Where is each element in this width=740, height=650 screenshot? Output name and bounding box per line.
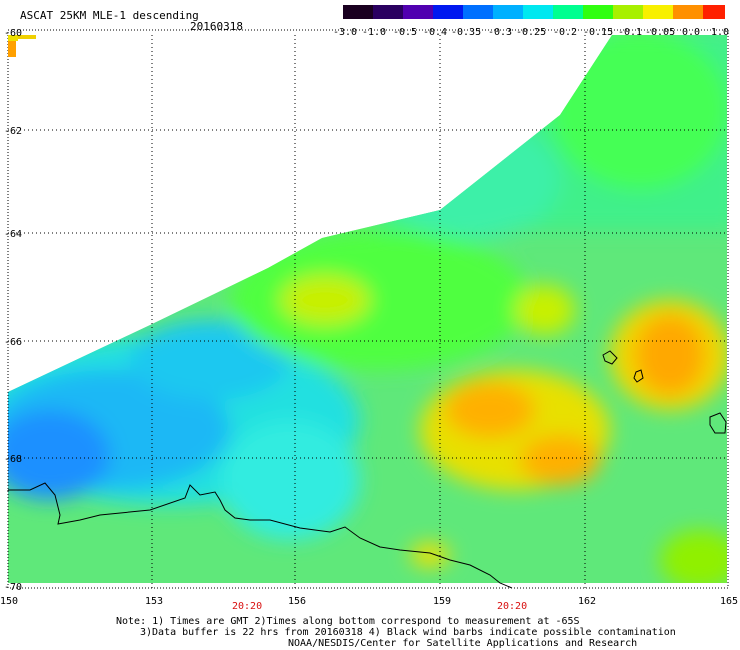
colorbar-label: -0.5	[393, 27, 417, 38]
plot-frame	[7, 29, 729, 589]
time-label: 20:20	[232, 601, 262, 612]
lat-label: -70	[4, 582, 22, 593]
lat-label: -68	[4, 454, 22, 465]
time-labels: 20:20 20:20	[232, 601, 527, 612]
colorbar-label: 1.0	[711, 27, 729, 38]
lat-label: -62	[4, 126, 22, 137]
time-label: 20:20	[497, 601, 527, 612]
lat-lon-grid	[8, 35, 728, 588]
footer-note-3: NOAA/NESDIS/Center for Satellite Applica…	[288, 638, 638, 649]
lon-label: 156	[288, 596, 306, 607]
colorbar-label: -0.2	[553, 27, 577, 38]
colorbar-label: -0.4	[423, 27, 447, 38]
colorbar-label: -0.3	[488, 27, 512, 38]
lon-label: 162	[578, 596, 596, 607]
colorbar-swatches	[343, 5, 725, 19]
map-title: ASCAT 25KM MLE-1 descending	[20, 9, 199, 22]
colorbar-label: -0.35	[451, 27, 481, 38]
colorbar-label: -3.0	[333, 27, 357, 38]
lon-label: 153	[145, 596, 163, 607]
map-date: 20160318	[190, 20, 243, 33]
colorbar-label: 0.0	[682, 27, 700, 38]
colorbar-label: -0.1	[618, 27, 642, 38]
longitude-labels: 150 153 156 159 162 165	[0, 596, 738, 607]
lat-label: -66	[4, 337, 22, 348]
corner-data-pixels	[8, 35, 36, 57]
footer-note-1: Note: 1) Times are GMT 2)Times along bot…	[116, 616, 580, 627]
colorbar-label: -1.0	[362, 27, 386, 38]
colorbar-label: -0.25	[516, 27, 546, 38]
lat-label: -60	[4, 28, 22, 39]
lon-label: 165	[720, 596, 738, 607]
lon-label: 150	[0, 596, 18, 607]
coastline	[7, 350, 727, 589]
colorbar-label: -0.15	[583, 27, 613, 38]
colorbar-labels: -3.0 -1.0 -0.5 -0.4 -0.35 -0.3 -0.25 -0.…	[333, 27, 729, 38]
colorbar: -3.0 -1.0 -0.5 -0.4 -0.35 -0.3 -0.25 -0.…	[333, 5, 729, 38]
colorbar-label: -0.05	[645, 27, 675, 38]
wind-swath	[8, 35, 727, 583]
lon-label: 159	[433, 596, 451, 607]
footer-note-2: 3)Data buffer is 22 hrs from 20160318 4)…	[140, 627, 676, 638]
latitude-labels: -60 -62 -64 -66 -68 -70	[4, 28, 22, 593]
lat-label: -64	[4, 229, 22, 240]
